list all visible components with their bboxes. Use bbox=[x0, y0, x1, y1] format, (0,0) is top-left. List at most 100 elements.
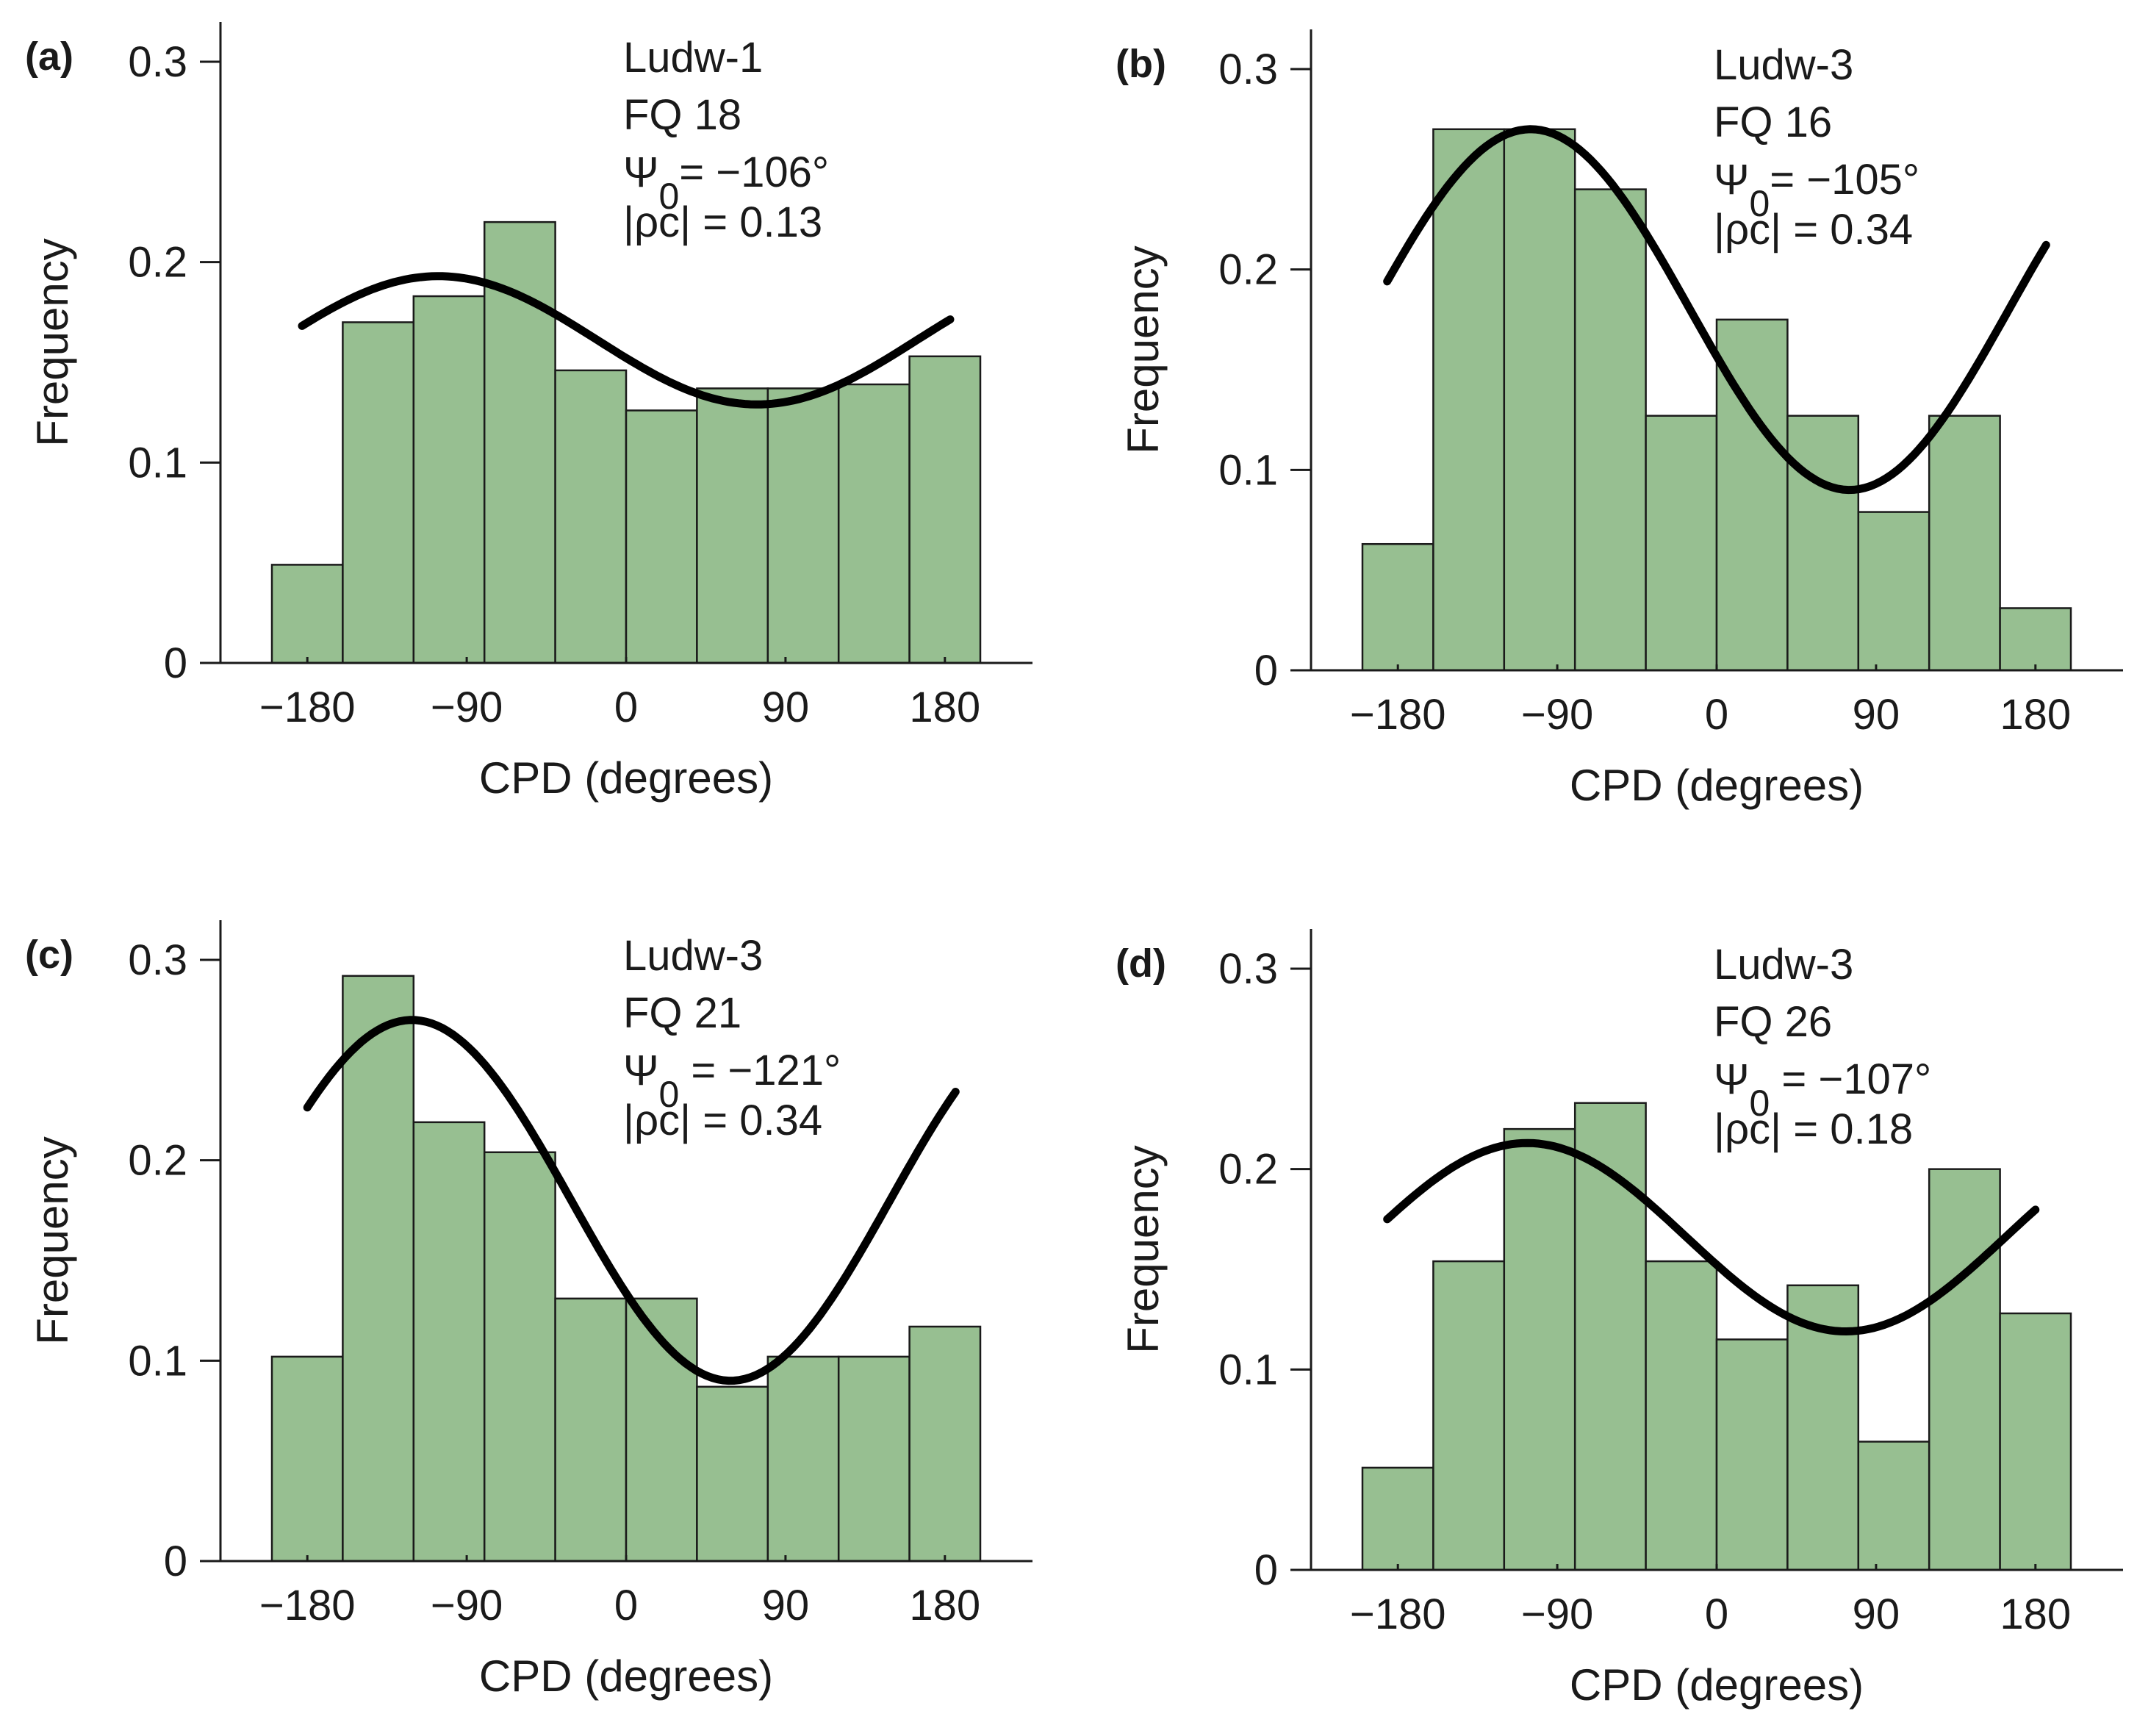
psi-symbol: Ψ bbox=[623, 148, 658, 196]
x-tick-label: −180 bbox=[1350, 691, 1446, 739]
histogram-bar bbox=[696, 387, 769, 664]
histogram-bars bbox=[270, 220, 982, 664]
panel-label: (b) bbox=[1116, 42, 1166, 86]
histogram-bar bbox=[1503, 1127, 1576, 1571]
y-tick-label: 0.3 bbox=[1218, 46, 1278, 93]
annotation-rho: |ρc| = 0.13 bbox=[623, 198, 822, 246]
histogram-bar bbox=[1573, 188, 1647, 672]
psi-subscript: 0 bbox=[658, 1074, 679, 1115]
histogram-bar bbox=[1361, 1466, 1434, 1571]
x-axis-label: CPD (degrees) bbox=[479, 1651, 773, 1701]
histogram-bar bbox=[1432, 128, 1506, 672]
x-tick-label: 90 bbox=[762, 684, 810, 731]
x-tick-label: 180 bbox=[2000, 691, 2071, 739]
chart-panel-d: 0 0.1 0.2 0.3 −180 −90 0 90 180 CPD (degrees) Freq… bbox=[1116, 929, 2123, 1710]
histogram-bar bbox=[1999, 607, 2072, 672]
panel-label: (a) bbox=[25, 35, 73, 79]
y-tick-label: 0.3 bbox=[1218, 945, 1278, 993]
psi-symbol: Ψ bbox=[1714, 156, 1749, 204]
annotation-psi: Ψ0 = −107° bbox=[1714, 1055, 1931, 1124]
histogram-bar bbox=[696, 1385, 769, 1563]
psi-subscript: 0 bbox=[658, 176, 679, 217]
psi-value: = −105° bbox=[1770, 156, 1919, 204]
x-tick-label: 180 bbox=[909, 684, 980, 731]
histogram-bar bbox=[625, 409, 698, 664]
psi-subscript: 0 bbox=[1749, 183, 1770, 224]
annotation-fq: FQ 26 bbox=[1714, 998, 1832, 1046]
chart-panel-c: 0 0.1 0.2 0.3 −180 −90 0 90 180 CPD (degrees) Freq… bbox=[25, 920, 1032, 1701]
histogram-bars bbox=[1361, 1102, 2072, 1571]
histogram-bar bbox=[1645, 415, 1718, 672]
histogram-bar bbox=[1361, 542, 1434, 672]
histogram-bars bbox=[1361, 128, 2072, 672]
fit-curve bbox=[1383, 125, 2050, 495]
annotation-psi: Ψ0= −106° bbox=[623, 148, 829, 217]
y-tick-label: 0 bbox=[164, 1538, 187, 1585]
x-tick-label: −180 bbox=[1350, 1590, 1446, 1638]
panel-label: (d) bbox=[1116, 941, 1166, 986]
y-tick-label: 0.2 bbox=[1218, 1146, 1278, 1194]
histogram-bar bbox=[342, 321, 415, 664]
y-tick-label: 0.1 bbox=[1218, 446, 1278, 494]
histogram-bar bbox=[1715, 1338, 1789, 1571]
histogram-bar bbox=[908, 355, 982, 664]
x-tick-label: 90 bbox=[1853, 1590, 1900, 1638]
y-tick-label: 0.3 bbox=[128, 936, 187, 984]
y-axis-label: Frequency bbox=[28, 1136, 77, 1344]
x-tick-label: −90 bbox=[1521, 691, 1593, 739]
chart-panel-a: 0 0.1 0.2 0.3 −180 −90 0 90 180 CPD (degrees) Freq… bbox=[25, 22, 1032, 803]
psi-value: = −106° bbox=[679, 148, 829, 196]
x-tick-label: 0 bbox=[1705, 1590, 1728, 1638]
y-axis-label: Frequency bbox=[28, 238, 77, 446]
histogram-bar bbox=[1857, 511, 1931, 672]
histogram-bar bbox=[342, 975, 415, 1563]
x-tick-label: 0 bbox=[614, 1582, 638, 1629]
histogram-bar bbox=[412, 295, 486, 664]
histogram-bars bbox=[270, 975, 982, 1563]
x-tick-label: 180 bbox=[909, 1582, 980, 1629]
y-tick-label: 0 bbox=[1254, 1546, 1278, 1594]
annotation-core-name: Ludw-3 bbox=[623, 932, 763, 980]
annotation-fq: FQ 18 bbox=[623, 91, 741, 139]
histogram-bar bbox=[412, 1121, 486, 1563]
panel-label: (c) bbox=[25, 933, 73, 977]
annotation-core-name: Ludw-3 bbox=[1714, 941, 1853, 989]
fit-curve bbox=[1383, 1138, 2040, 1336]
y-tick-label: 0.2 bbox=[128, 1137, 187, 1185]
histogram-bar bbox=[1999, 1312, 2072, 1571]
x-tick-label: 180 bbox=[2000, 1590, 2071, 1638]
annotation-rho: |ρc| = 0.34 bbox=[1714, 206, 1913, 254]
x-tick-label: −90 bbox=[1521, 1590, 1593, 1638]
psi-value: = −121° bbox=[679, 1047, 841, 1094]
y-tick-label: 0 bbox=[1254, 647, 1278, 695]
y-tick-label: 0.2 bbox=[1218, 246, 1278, 294]
x-tick-label: −90 bbox=[431, 684, 503, 731]
y-tick-label: 0.1 bbox=[128, 1337, 187, 1385]
histogram-bar bbox=[483, 1151, 556, 1563]
histogram-bar bbox=[908, 1325, 982, 1563]
x-tick-label: 90 bbox=[762, 1582, 810, 1629]
annotation-core-name: Ludw-3 bbox=[1714, 41, 1853, 89]
x-tick-label: −90 bbox=[431, 1582, 503, 1629]
x-tick-label: 0 bbox=[1705, 691, 1728, 739]
psi-symbol: Ψ bbox=[1714, 1055, 1749, 1103]
annotation-psi: Ψ0 = −121° bbox=[623, 1047, 841, 1115]
x-tick-label: −180 bbox=[259, 684, 356, 731]
histogram-bar bbox=[766, 1355, 840, 1563]
x-axis-label: CPD (degrees) bbox=[479, 753, 773, 803]
y-tick-label: 0.1 bbox=[128, 439, 187, 487]
psi-symbol: Ψ bbox=[623, 1047, 658, 1094]
annotation-rho: |ρc| = 0.18 bbox=[1714, 1105, 1913, 1153]
annotation-rho: |ρc| = 0.34 bbox=[623, 1097, 822, 1144]
histogram-bar bbox=[837, 383, 911, 664]
annotation-core-name: Ludw-1 bbox=[623, 34, 763, 82]
y-tick-label: 0.3 bbox=[128, 38, 187, 86]
x-axis-label: CPD (degrees) bbox=[1570, 761, 1864, 810]
psi-value: = −107° bbox=[1770, 1055, 1931, 1103]
histogram-bar bbox=[554, 1297, 628, 1563]
annotation-psi: Ψ0= −105° bbox=[1714, 156, 1919, 224]
histogram-bar bbox=[1432, 1260, 1506, 1571]
y-tick-label: 0.2 bbox=[128, 239, 187, 287]
